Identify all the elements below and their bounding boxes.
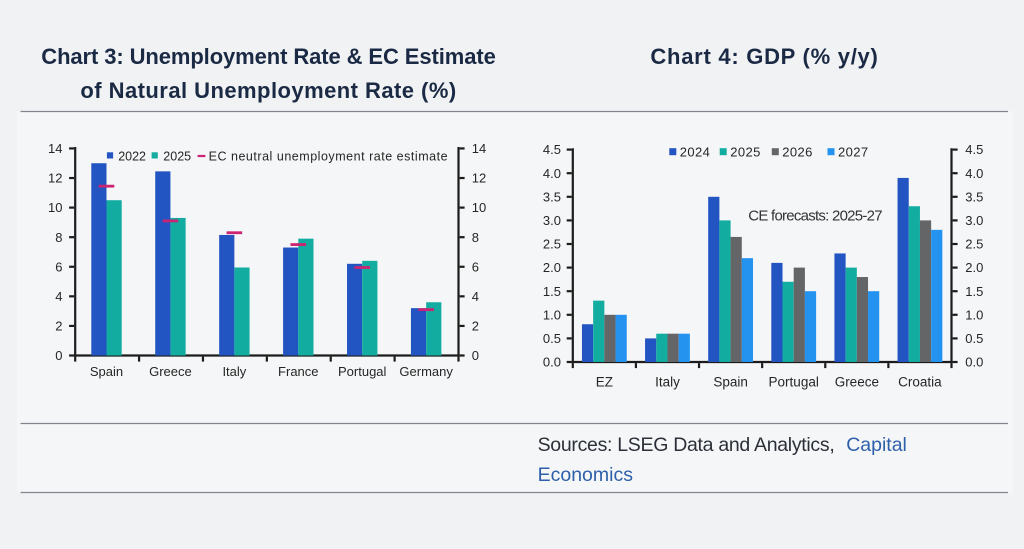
svg-text:10: 10 <box>48 200 62 215</box>
svg-text:14: 14 <box>48 141 62 156</box>
svg-text:2: 2 <box>55 319 62 334</box>
svg-text:Spain: Spain <box>90 364 123 379</box>
svg-text:4: 4 <box>472 289 479 304</box>
svg-text:2022: 2022 <box>118 149 146 163</box>
svg-text:0.0: 0.0 <box>543 355 561 370</box>
svg-text:4.5: 4.5 <box>543 142 561 157</box>
svg-text:0: 0 <box>472 348 479 363</box>
svg-text:Capital: Capital <box>846 434 907 456</box>
svg-text:3.0: 3.0 <box>965 213 983 228</box>
svg-text:2.0: 2.0 <box>543 260 561 275</box>
svg-text:0.5: 0.5 <box>965 331 983 346</box>
svg-text:10: 10 <box>472 200 486 215</box>
svg-text:3.5: 3.5 <box>543 189 561 204</box>
svg-text:EC neutral unemployment rate e: EC neutral unemployment rate estimate <box>209 149 449 163</box>
svg-text:Italy: Italy <box>655 375 680 390</box>
svg-text:CE forecasts: 2025-27: CE forecasts: 2025-27 <box>748 208 882 225</box>
svg-text:4: 4 <box>55 289 62 304</box>
svg-text:Sources: LSEG Data and Analyti: Sources: LSEG Data and Analytics, <box>538 434 835 456</box>
svg-text:Portugal: Portugal <box>769 375 819 390</box>
svg-text:2027: 2027 <box>838 145 869 160</box>
svg-text:Chart 4: GDP (% y/y): Chart 4: GDP (% y/y) <box>650 44 878 69</box>
svg-text:0: 0 <box>55 348 62 363</box>
svg-text:2025: 2025 <box>730 145 761 160</box>
svg-text:1.0: 1.0 <box>543 307 561 322</box>
svg-text:Portugal: Portugal <box>338 364 387 379</box>
svg-text:Italy: Italy <box>222 364 246 379</box>
svg-text:2026: 2026 <box>782 145 813 160</box>
svg-text:6: 6 <box>55 259 62 274</box>
svg-text:Greece: Greece <box>149 364 192 379</box>
svg-text:4.0: 4.0 <box>543 166 561 181</box>
svg-text:2025: 2025 <box>163 149 191 163</box>
svg-text:12: 12 <box>472 171 486 186</box>
svg-text:3.0: 3.0 <box>543 213 561 228</box>
svg-text:8: 8 <box>55 230 62 245</box>
svg-text:Croatia: Croatia <box>898 375 942 390</box>
svg-text:2024: 2024 <box>680 145 711 160</box>
svg-text:4.0: 4.0 <box>965 166 983 181</box>
svg-text:14: 14 <box>472 141 486 156</box>
svg-text:2.5: 2.5 <box>965 237 983 252</box>
svg-text:2: 2 <box>472 319 479 334</box>
svg-text:EZ: EZ <box>596 375 613 390</box>
svg-text:8: 8 <box>472 230 479 245</box>
svg-text:Chart 3: Unemployment Rate & E: Chart 3: Unemployment Rate & EC Estimate <box>41 44 495 69</box>
svg-text:0.5: 0.5 <box>543 331 561 346</box>
svg-text:12: 12 <box>48 171 62 186</box>
svg-text:of Natural Unemployment Rate (: of Natural Unemployment Rate (%) <box>80 78 456 103</box>
svg-text:4.5: 4.5 <box>965 142 983 157</box>
svg-text:France: France <box>278 364 318 379</box>
svg-text:Spain: Spain <box>713 375 748 390</box>
svg-text:1.0: 1.0 <box>965 307 983 322</box>
svg-text:6: 6 <box>472 259 479 274</box>
svg-text:Greece: Greece <box>835 375 879 390</box>
svg-text:2.5: 2.5 <box>543 237 561 252</box>
svg-text:1.5: 1.5 <box>543 284 561 299</box>
svg-text:Germany: Germany <box>399 364 453 379</box>
svg-text:3.5: 3.5 <box>965 189 983 204</box>
svg-text:0.0: 0.0 <box>965 355 983 370</box>
svg-text:2.0: 2.0 <box>965 260 983 275</box>
svg-text:1.5: 1.5 <box>965 284 983 299</box>
svg-text:Economics: Economics <box>538 464 634 486</box>
